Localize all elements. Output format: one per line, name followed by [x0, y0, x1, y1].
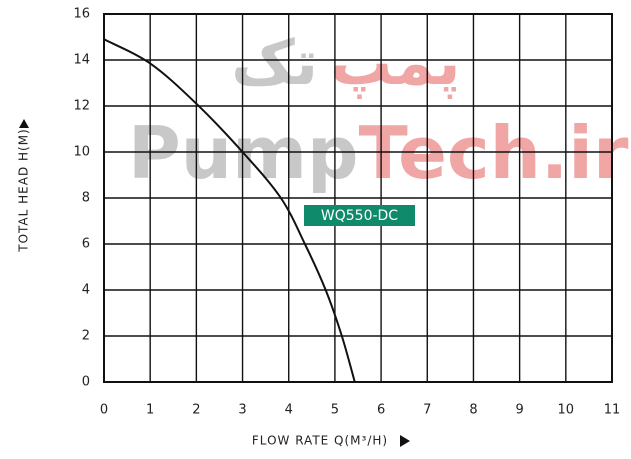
- y-axis-title: TOTAL HEAD H(M): [17, 128, 31, 253]
- x-tick-label: 11: [604, 403, 621, 418]
- x-tick-label: 3: [238, 403, 246, 418]
- y-tick-label: 16: [73, 7, 90, 22]
- y-tick-label: 4: [82, 283, 90, 298]
- watermark-persian-red: پمپ: [330, 26, 460, 99]
- annotation-box: [304, 205, 415, 226]
- curve: [103, 38, 356, 383]
- y-tick-label: 14: [73, 53, 90, 68]
- x-tick-label: 2: [192, 403, 200, 418]
- x-tick-label: 1: [146, 403, 154, 418]
- x-tick-label: 7: [423, 403, 431, 418]
- x-tick-label: 9: [515, 403, 523, 418]
- x-tick-label: 6: [377, 403, 385, 418]
- x-tick-label: 4: [285, 403, 293, 418]
- x-axis-title: FLOW RATE Q(M³/H): [252, 434, 388, 448]
- x-tick-label: 10: [558, 403, 575, 418]
- annotation: WQ550-DC: [321, 208, 398, 224]
- watermark-persian-gray: تک: [231, 26, 318, 99]
- y-tick-label: 6: [82, 237, 90, 252]
- y-tick-label: 10: [73, 145, 90, 160]
- plot: [103, 13, 613, 383]
- plot-border: [103, 13, 613, 383]
- y-tick-label: 2: [82, 329, 90, 344]
- y-tick-label: 12: [73, 99, 90, 114]
- x-tick-label: 8: [469, 403, 477, 418]
- x-tick-label: 0: [100, 403, 108, 418]
- y-tick-label: 8: [82, 191, 90, 206]
- y-tick-label: 0: [82, 375, 90, 390]
- x-arrow: [400, 435, 410, 447]
- x-tick-label: 5: [331, 403, 339, 418]
- y-arrow: [19, 119, 29, 128]
